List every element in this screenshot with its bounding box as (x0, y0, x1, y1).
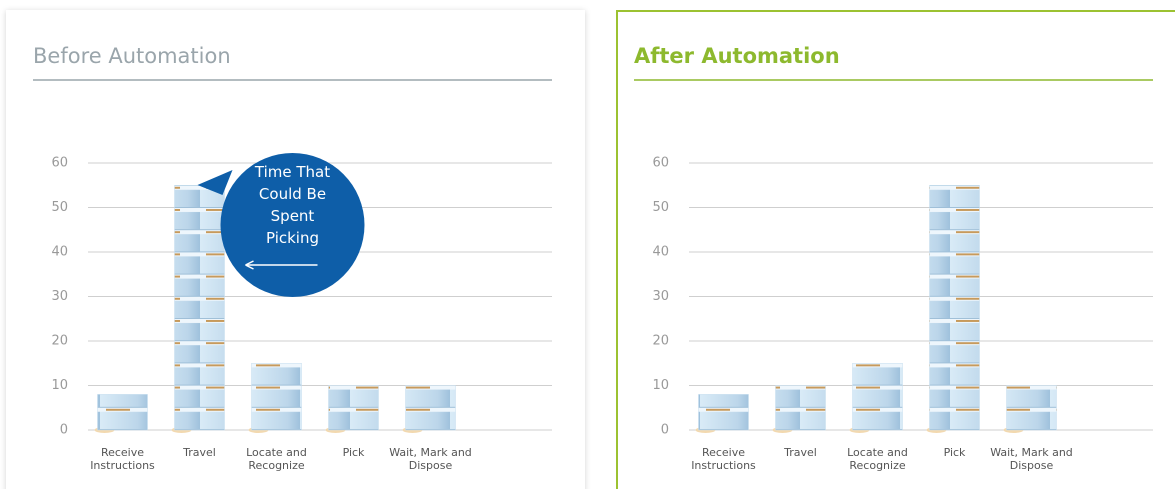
x-tick-label: Locate and Recognize (836, 446, 920, 472)
y-tick-label: 50 (51, 200, 68, 215)
y-tick-label: 10 (51, 378, 68, 393)
bar (930, 185, 980, 430)
y-tick-label: 50 (652, 200, 669, 215)
bar (1007, 386, 1057, 431)
y-tick-label: 30 (51, 289, 68, 304)
y-tick-label: 0 (60, 423, 68, 438)
bar (252, 363, 302, 430)
y-tick-label: 60 (51, 156, 68, 171)
chart-title: Before Automation (33, 44, 231, 68)
bar (329, 386, 379, 431)
x-tick-label: Pick (913, 446, 997, 459)
y-tick-label: 0 (661, 423, 669, 438)
y-tick-label: 20 (51, 334, 68, 349)
y-tick-label: 40 (51, 245, 68, 260)
x-tick-label: Pick (312, 446, 396, 459)
bar (853, 363, 903, 430)
bar (175, 185, 225, 430)
y-tick-label: 60 (652, 156, 669, 171)
y-tick-label: 10 (652, 378, 669, 393)
x-tick-label: Receive Instructions (682, 446, 766, 472)
y-tick-label: 20 (652, 334, 669, 349)
chart-title: After Automation (634, 44, 840, 68)
x-tick-label: Wait, Mark and Dispose (389, 446, 473, 472)
bar (776, 386, 826, 431)
bar (699, 394, 749, 430)
y-tick-label: 30 (652, 289, 669, 304)
x-tick-label: Travel (759, 446, 843, 459)
x-tick-label: Travel (158, 446, 242, 459)
chart: Before Automation 0 10 20 30 40 50 60 After Auto… (0, 0, 1175, 489)
bar (406, 386, 456, 431)
bar (98, 394, 148, 430)
annotation: Time That Could Be Spent Picking (251, 161, 335, 249)
x-tick-label: Receive Instructions (81, 446, 165, 472)
x-tick-label: Wait, Mark and Dispose (990, 446, 1074, 472)
y-tick-label: 40 (652, 245, 669, 260)
page: Before Automation 0 10 20 30 40 50 60 After Auto… (0, 0, 1175, 489)
x-tick-label: Locate and Recognize (235, 446, 319, 472)
